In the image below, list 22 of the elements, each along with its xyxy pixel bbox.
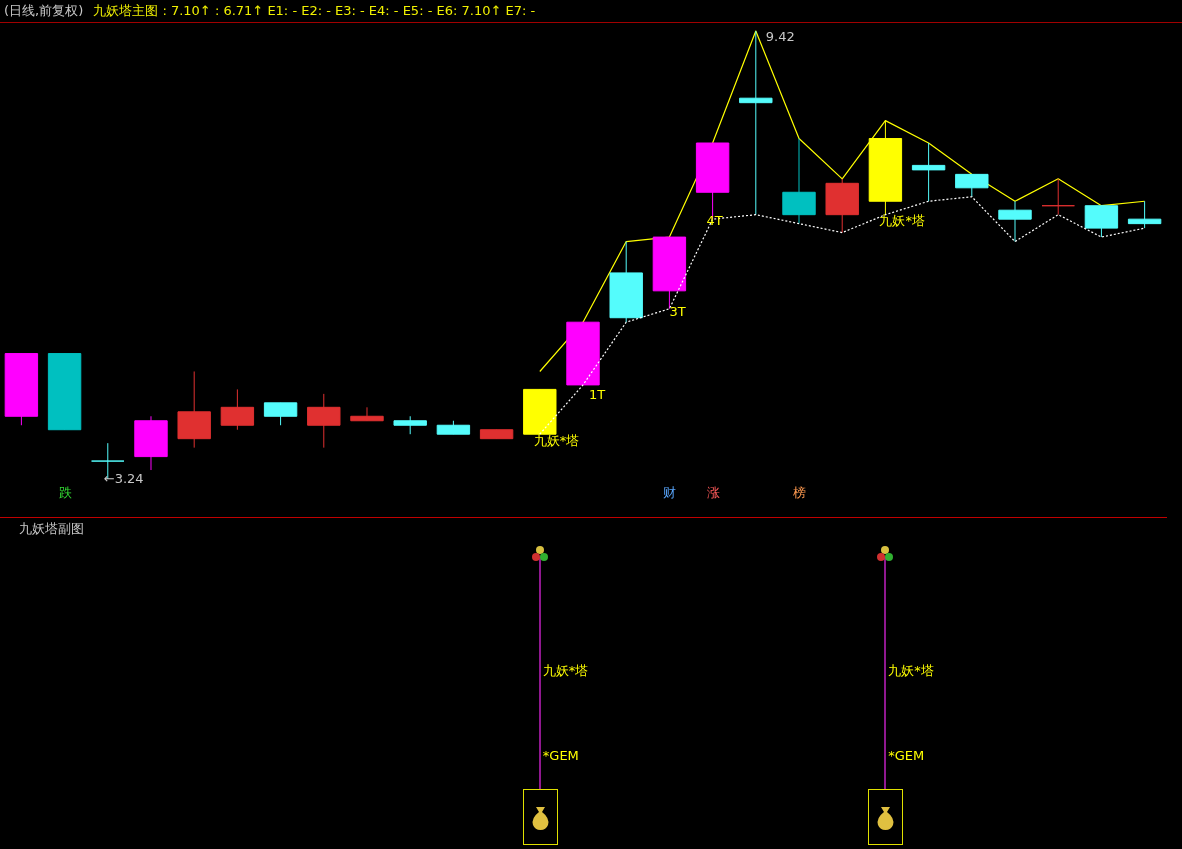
annotation: 1T [589, 387, 606, 402]
candlestick [1127, 200, 1162, 229]
chart-title: (日线,前复权) [4, 3, 84, 18]
text: 榜 [793, 485, 807, 500]
text: 涨 [706, 485, 720, 500]
text: *GEM [888, 748, 925, 763]
candlestick [911, 142, 946, 202]
annotation: 九妖*塔 [533, 433, 580, 448]
text: 九妖塔副图 [18, 520, 84, 536]
text: 跌 [58, 485, 72, 500]
annotation: 九妖*塔 [879, 213, 925, 228]
text: 九妖*塔 [888, 663, 934, 678]
annotation: 4T [706, 213, 723, 228]
chart-subtitle: 九妖塔主图 : 7.10↑ : 6.71↑ E1: - E2: - E3: - E4: - E5: - E6: 7.10↑ E7: - [93, 3, 536, 18]
text: 九妖*塔 [542, 663, 589, 678]
candlestick [1041, 178, 1075, 216]
annotation: 3T [669, 304, 686, 319]
annotation: 9.42 [765, 29, 795, 44]
text: *GEM [542, 748, 579, 763]
candlestick [350, 406, 384, 422]
text: 财 [663, 485, 677, 500]
annotation: ←3.24 [103, 471, 144, 486]
